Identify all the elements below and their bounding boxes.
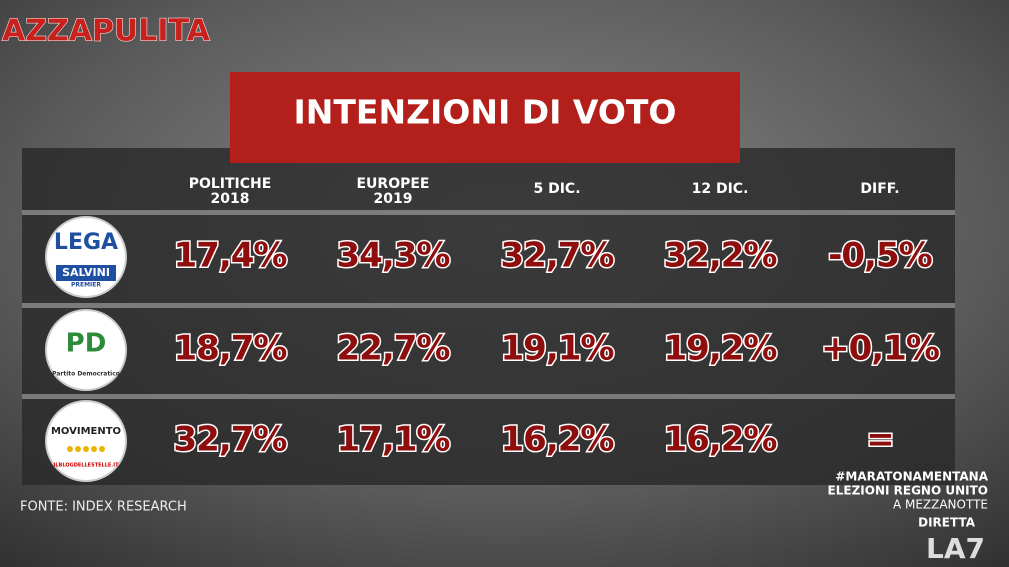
cell-value: =: [866, 420, 894, 460]
logo-circle: [45, 309, 127, 391]
cell-value: 19,1%: [501, 329, 614, 369]
title: INTENZIONI DI VOTO: [294, 93, 677, 132]
cell-value: 16,2%: [664, 420, 777, 460]
event: ELEZIONI REGNO UNITO: [828, 484, 988, 498]
channel: LA7: [926, 532, 985, 565]
column-header: 5 DIC.: [533, 181, 580, 197]
cell-value: 32,7%: [174, 420, 287, 460]
column-header: 12 DIC.: [692, 181, 749, 197]
column-header: EUROPEE: [356, 176, 429, 192]
brand: AZZAPULITA: [2, 14, 211, 49]
cell-value: 17,1%: [337, 420, 450, 460]
logo-text: MOVIMENTO: [51, 426, 121, 437]
logo-band: [56, 265, 116, 281]
cell-value: 18,7%: [174, 329, 287, 369]
row-separator: [22, 303, 955, 308]
logo-text: ILBLOGDELLESTELLE.IT: [54, 463, 120, 469]
cell-value: 19,2%: [664, 329, 777, 369]
logo-star: [83, 446, 89, 452]
cell-value: +0,1%: [821, 329, 939, 369]
logo-text: PD: [66, 329, 107, 359]
column-header: 2019: [374, 191, 413, 207]
column-header: DIFF.: [860, 181, 899, 197]
column-header: 2018: [211, 191, 250, 207]
cell-value: 17,4%: [174, 236, 287, 276]
logo-star: [99, 446, 105, 452]
logo-star: [75, 446, 81, 452]
cell-value: 16,2%: [501, 420, 614, 460]
row-separator: [22, 394, 955, 399]
logo-text: SALVINI: [62, 266, 110, 279]
logo-text: PREMIER: [71, 282, 101, 289]
logo-star: [91, 446, 97, 452]
table-panel: [22, 148, 955, 485]
time: A MEZZANOTTE: [893, 498, 988, 512]
column-header: POLITICHE: [189, 176, 272, 192]
cell-value: 32,2%: [664, 236, 777, 276]
logo-text: LEGA: [54, 230, 118, 255]
title-box: [230, 72, 740, 163]
party-logo: MOVIMENTO ILBLOGDELLESTELLE.IT: [45, 400, 127, 482]
live: DIRETTA: [918, 516, 976, 530]
cell-value: -0,5%: [828, 236, 931, 276]
logo-circle: [45, 400, 127, 482]
hashtag: #MARATONAMENTANA: [835, 470, 988, 484]
source: FONTE: INDEX RESEARCH: [20, 500, 187, 515]
party-logo: PD Partito Democratico: [45, 309, 127, 391]
party-logo: LEGA SALVINI PREMIER: [45, 216, 127, 298]
cell-value: 32,7%: [501, 236, 614, 276]
footer-info: #MARATONAMENTANA ELEZIONI REGNO UNITO A …: [828, 470, 989, 566]
row-separator: [22, 210, 955, 215]
cell-value: 22,7%: [337, 329, 450, 369]
cell-value: 34,3%: [337, 236, 450, 276]
logo-text: Partito Democratico: [52, 371, 120, 378]
logo-star: [67, 446, 73, 452]
